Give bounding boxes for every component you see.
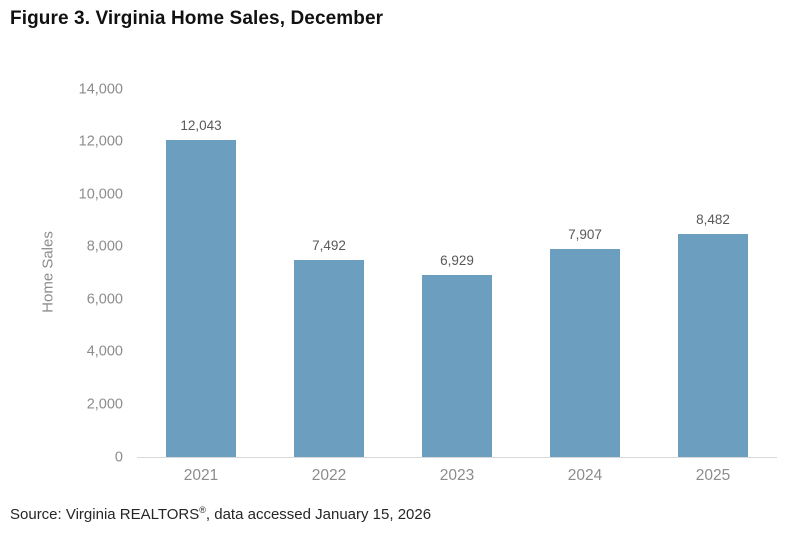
source-text-prefix: Source: Virginia REALTORS [10,506,200,523]
source-text-suffix: , data accessed January 15, 2026 [205,506,432,523]
x-tick-label: 2024 [567,467,603,484]
figure-title: Figure 3. Virginia Home Sales, December [10,8,384,29]
bar-value-label: 8,482 [696,211,730,227]
bar-2023 [422,275,492,457]
y-tick-label: 6,000 [86,291,123,308]
y-tick-label: 0 [114,448,123,465]
bar-2021 [166,140,236,457]
bar-group-2025: 8,482 2025 [649,89,777,483]
bar-group-2024: 7,907 2024 [521,89,649,483]
y-tick-label: 10,000 [78,185,123,202]
bar-value-label: 7,907 [568,226,602,242]
registered-trademark-symbol: ® [199,505,206,515]
bar-value-label: 7,492 [312,237,346,253]
x-tick-label: 2025 [695,467,731,484]
bar-group-2022: 7,492 2022 [265,89,393,483]
source-note: Source: Virginia REALTORS®, data accesse… [10,505,432,524]
bar-2024 [550,249,620,457]
y-tick-label: 8,000 [86,238,123,255]
y-tick-label: 2,000 [86,396,123,413]
y-tick-label: 4,000 [86,343,123,360]
x-tick-label: 2022 [311,467,347,484]
bar-group-2023: 6,929 2023 [393,89,521,483]
plot-area: 12,043 2021 7,492 2022 6,929 2023 7,907 2024 8,4… [137,89,777,483]
y-tick-label: 12,000 [78,133,123,150]
bar-value-label: 6,929 [440,252,474,268]
bar-2022 [294,260,364,457]
bar-group-2021: 12,043 2021 [137,89,265,483]
x-tick-label: 2021 [183,467,219,484]
bar-2025 [678,234,748,457]
x-tick-label: 2023 [439,467,475,484]
bar-value-label: 12,043 [180,117,222,133]
y-tick-label: 14,000 [78,80,123,97]
y-axis-tick-labels: 0 2,000 4,000 6,000 8,000 10,000 12,000 14,000 [0,82,123,464]
